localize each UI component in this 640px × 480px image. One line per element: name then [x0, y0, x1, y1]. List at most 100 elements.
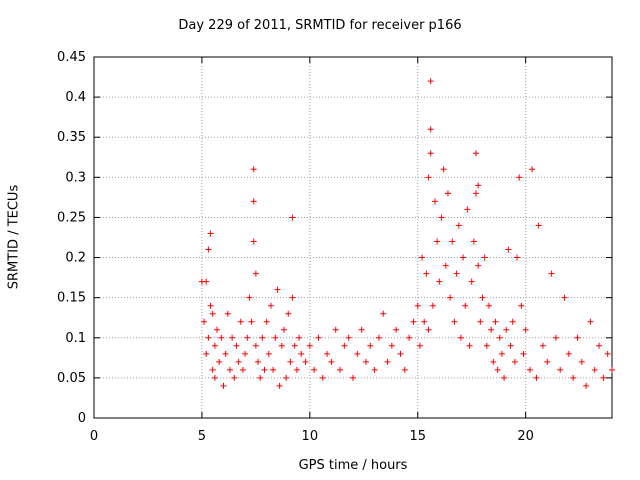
data-point: [548, 270, 555, 277]
data-point: [263, 318, 270, 325]
data-point: [218, 334, 225, 341]
data-point: [494, 366, 501, 373]
data-point: [561, 294, 568, 301]
data-point: [274, 286, 281, 293]
data-point: [345, 334, 352, 341]
data-point: [207, 230, 214, 237]
data-point: [250, 238, 257, 245]
data-point: [384, 358, 391, 365]
data-point: [464, 206, 471, 213]
data-point: [583, 382, 590, 389]
x-tick-label: 15: [409, 429, 426, 444]
y-tick-label: 0.35: [57, 130, 86, 145]
data-point: [216, 358, 223, 365]
y-tick-label: 0.1: [65, 331, 86, 346]
data-point: [526, 366, 533, 373]
data-point: [235, 358, 242, 365]
data-point: [596, 342, 603, 349]
data-point: [483, 342, 490, 349]
chart-title: Day 229 of 2011, SRMTID for receiver p16…: [178, 18, 462, 33]
data-point: [451, 318, 458, 325]
data-point: [283, 374, 290, 381]
data-point: [211, 342, 218, 349]
data-point: [393, 326, 400, 333]
data-point: [473, 150, 480, 157]
data-point: [578, 358, 585, 365]
y-tick-label: 0.3: [65, 170, 86, 185]
data-point: [535, 222, 542, 229]
data-point: [244, 334, 251, 341]
data-point: [248, 318, 255, 325]
data-point: [354, 350, 361, 357]
data-point: [410, 318, 417, 325]
data-point: [289, 214, 296, 221]
data-point: [462, 302, 469, 309]
data-point: [315, 334, 322, 341]
data-point: [416, 342, 423, 349]
data-point: [276, 382, 283, 389]
data-point: [272, 334, 279, 341]
data-point: [350, 374, 356, 381]
data-point: [255, 358, 262, 365]
data-point: [201, 318, 208, 325]
data-point: [380, 310, 387, 317]
data-point: [252, 270, 259, 277]
data-point: [205, 334, 212, 341]
data-point: [475, 182, 482, 189]
x-axis-label: GPS time / hours: [298, 458, 408, 473]
data-point: [207, 302, 214, 309]
data-point: [447, 294, 454, 301]
data-point: [427, 78, 434, 85]
data-point: [220, 382, 227, 389]
x-tick-label: 5: [198, 429, 206, 444]
data-point: [239, 366, 246, 373]
y-tick-label: 0.25: [57, 210, 86, 225]
data-point: [423, 270, 430, 277]
data-point: [501, 374, 508, 381]
data-point: [604, 350, 611, 357]
data-point: [319, 374, 326, 381]
data-point: [270, 366, 277, 373]
data-point: [438, 214, 445, 221]
data-point: [520, 350, 527, 357]
data-point: [440, 166, 447, 173]
data-point: [261, 366, 268, 373]
data-point: [539, 342, 546, 349]
data-point: [224, 310, 231, 317]
y-axis-label: SRMTID / TECUs: [6, 184, 22, 290]
data-point: [414, 302, 421, 309]
data-point: [280, 326, 287, 333]
data-point: [485, 302, 492, 309]
data-point: [455, 222, 462, 229]
y-tick-label: 0.2: [65, 251, 86, 266]
x-tick-label: 20: [517, 429, 534, 444]
data-point: [362, 358, 369, 365]
data-point: [209, 366, 216, 373]
data-point: [278, 342, 285, 349]
data-point: [388, 342, 395, 349]
data-point: [306, 342, 313, 349]
data-point: [421, 318, 428, 325]
data-point: [600, 374, 607, 381]
data-point: [250, 166, 257, 173]
data-point: [587, 318, 594, 325]
data-point: [425, 174, 432, 181]
data-point: [449, 238, 456, 245]
data-point: [203, 278, 210, 285]
y-tick-label: 0: [78, 411, 86, 426]
data-point: [401, 366, 408, 373]
data-point: [205, 246, 212, 253]
data-point: [432, 198, 439, 205]
data-point: [544, 358, 551, 365]
data-point: [468, 278, 475, 285]
data-point: [406, 334, 413, 341]
data-point: [298, 350, 305, 357]
data-point: [419, 254, 426, 261]
data-point: [337, 366, 344, 373]
data-point: [514, 254, 521, 261]
data-point: [518, 302, 525, 309]
data-point: [233, 342, 240, 349]
data-point: [302, 358, 309, 365]
data-point: [570, 374, 577, 381]
